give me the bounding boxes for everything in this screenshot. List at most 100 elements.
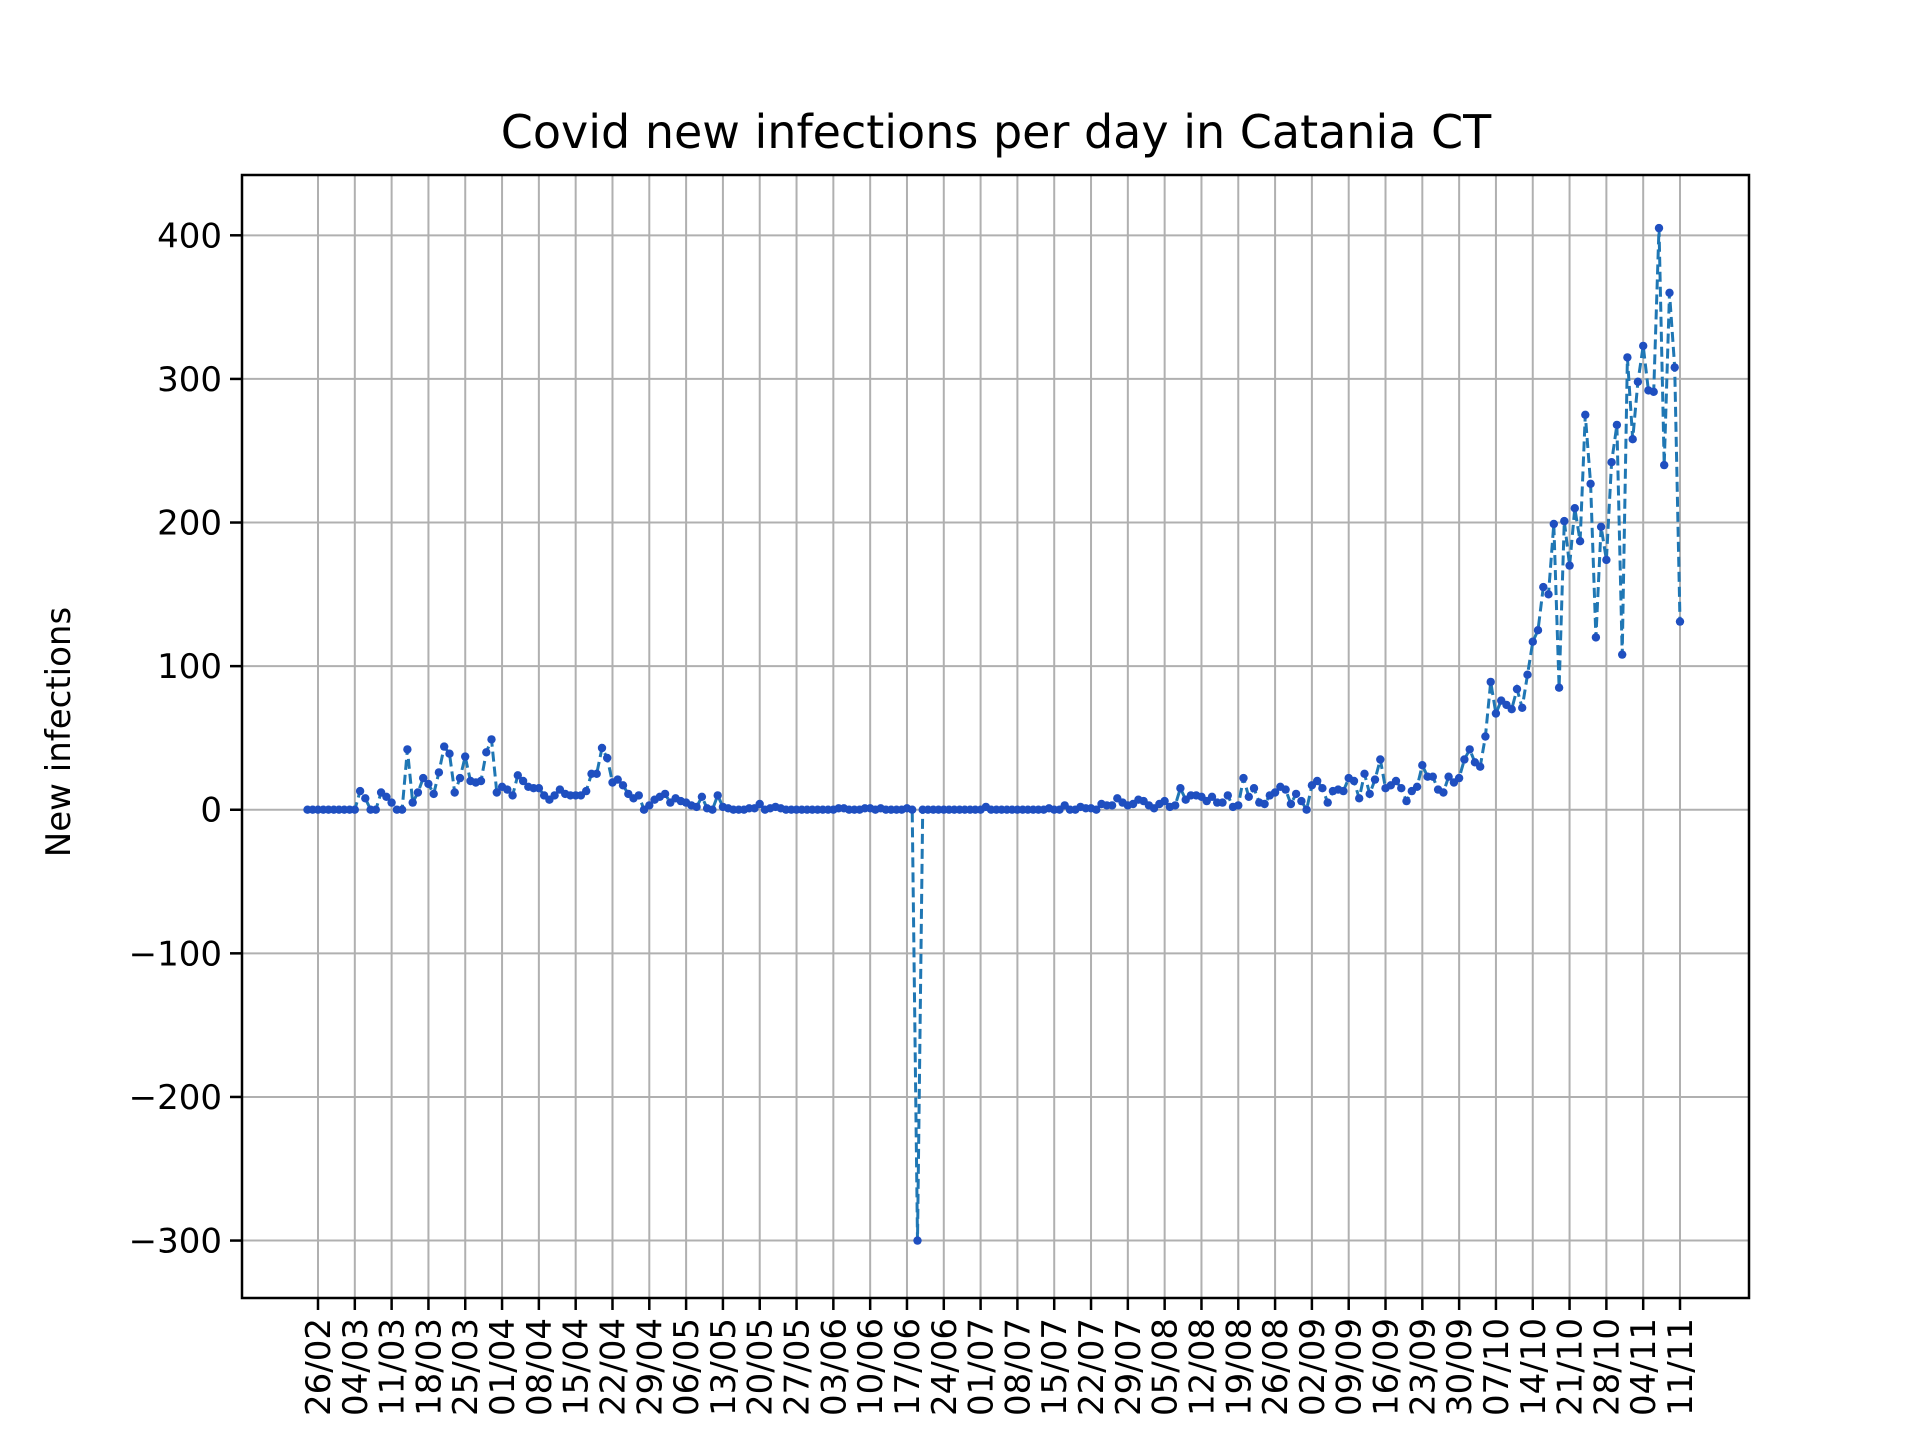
data-point xyxy=(592,769,601,778)
data-point xyxy=(1654,223,1664,233)
x-tick-label: 16/09 xyxy=(1367,1318,1407,1416)
data-point xyxy=(1586,479,1595,488)
data-point xyxy=(908,805,917,814)
data-point xyxy=(713,791,722,800)
data-point xyxy=(408,798,417,807)
x-tick-label: 01/07 xyxy=(962,1318,1002,1416)
x-tick-label: 05/08 xyxy=(1146,1318,1186,1416)
data-point xyxy=(1244,792,1254,801)
data-point xyxy=(476,776,486,786)
data-point xyxy=(508,791,517,800)
data-point xyxy=(1481,732,1490,741)
data-point xyxy=(419,773,428,783)
data-point xyxy=(1591,633,1601,642)
y-tick-label: −300 xyxy=(129,1222,222,1262)
x-tick-label: 13/05 xyxy=(704,1318,744,1416)
data-point xyxy=(1633,377,1643,386)
data-point xyxy=(492,788,501,797)
x-tick-label: 22/07 xyxy=(1072,1318,1112,1416)
data-point xyxy=(397,805,407,814)
data-point xyxy=(1376,755,1385,764)
data-point xyxy=(1570,504,1580,513)
grid-lines xyxy=(242,175,1749,1298)
data-point xyxy=(1486,677,1495,687)
data-point xyxy=(634,791,643,800)
y-tick-label: 300 xyxy=(157,360,222,400)
data-point xyxy=(1418,761,1427,770)
data-point xyxy=(1281,785,1290,794)
data-point xyxy=(1512,684,1522,694)
data-point xyxy=(1302,805,1311,814)
data-point xyxy=(1675,617,1685,626)
data-point xyxy=(1092,805,1101,814)
x-tick-label: 24/06 xyxy=(925,1318,965,1416)
data-point xyxy=(1454,773,1464,783)
data-point xyxy=(1476,762,1485,771)
x-tick-label: 21/10 xyxy=(1551,1318,1591,1416)
data-point xyxy=(1560,516,1569,526)
data-point xyxy=(350,805,359,814)
data-point xyxy=(1270,788,1280,797)
data-point xyxy=(708,805,717,814)
y-tick-label: 0 xyxy=(200,791,222,831)
x-tick-label: 29/04 xyxy=(630,1318,670,1416)
x-tick-label: 25/03 xyxy=(446,1318,486,1416)
data-point xyxy=(503,785,512,794)
data-point xyxy=(361,794,370,803)
data-point xyxy=(1349,776,1359,786)
data-point xyxy=(1412,782,1422,791)
data-point xyxy=(1581,410,1590,419)
x-tick-label: 11/03 xyxy=(373,1318,413,1416)
x-tick-label: 10/06 xyxy=(851,1318,891,1416)
data-point xyxy=(1607,458,1616,467)
x-tick-label: 08/04 xyxy=(520,1318,560,1416)
data-point xyxy=(1171,801,1180,810)
axes-frame xyxy=(240,173,1751,1300)
data-point xyxy=(550,791,559,800)
data-point xyxy=(487,735,496,744)
data-point xyxy=(413,788,423,797)
data-point xyxy=(1323,798,1332,807)
data-point xyxy=(645,801,654,810)
data-point xyxy=(1649,387,1658,396)
x-tick-label: 20/05 xyxy=(741,1318,781,1416)
data-point xyxy=(1460,755,1469,764)
data-point xyxy=(387,798,396,807)
x-tick-label: 08/07 xyxy=(998,1318,1038,1416)
data-point xyxy=(1297,796,1306,806)
data-point xyxy=(1565,561,1574,570)
x-tick-label: 04/11 xyxy=(1624,1318,1664,1416)
data-point xyxy=(1391,776,1401,786)
data-point xyxy=(1207,792,1217,801)
data-point xyxy=(1223,791,1233,800)
data-point xyxy=(913,1236,922,1245)
y-tick-label: −100 xyxy=(129,934,222,974)
y-tick-label: 100 xyxy=(157,647,222,687)
data-point xyxy=(1365,789,1374,799)
data-point xyxy=(1402,796,1411,806)
data-point xyxy=(660,789,670,799)
data-point xyxy=(1313,776,1322,786)
data-point xyxy=(461,752,470,761)
data-point xyxy=(1618,650,1627,659)
data-point xyxy=(1628,435,1637,444)
data-point xyxy=(1218,798,1227,807)
data-point xyxy=(1160,796,1169,806)
data-point xyxy=(424,779,433,789)
data-point xyxy=(1339,786,1348,796)
data-point xyxy=(1107,801,1117,810)
data-point xyxy=(1491,709,1501,718)
data-point xyxy=(1612,420,1622,430)
x-tick-label: 26/08 xyxy=(1256,1318,1296,1416)
data-point xyxy=(513,771,522,780)
y-tick-label: 200 xyxy=(157,504,222,544)
data-point xyxy=(455,773,465,783)
x-tick-label: 15/07 xyxy=(1035,1318,1075,1416)
x-tick-label: 12/08 xyxy=(1182,1318,1222,1416)
x-tick-label: 29/07 xyxy=(1109,1318,1149,1416)
data-point xyxy=(1533,626,1543,635)
data-point xyxy=(597,743,607,753)
data-point xyxy=(1234,801,1243,810)
